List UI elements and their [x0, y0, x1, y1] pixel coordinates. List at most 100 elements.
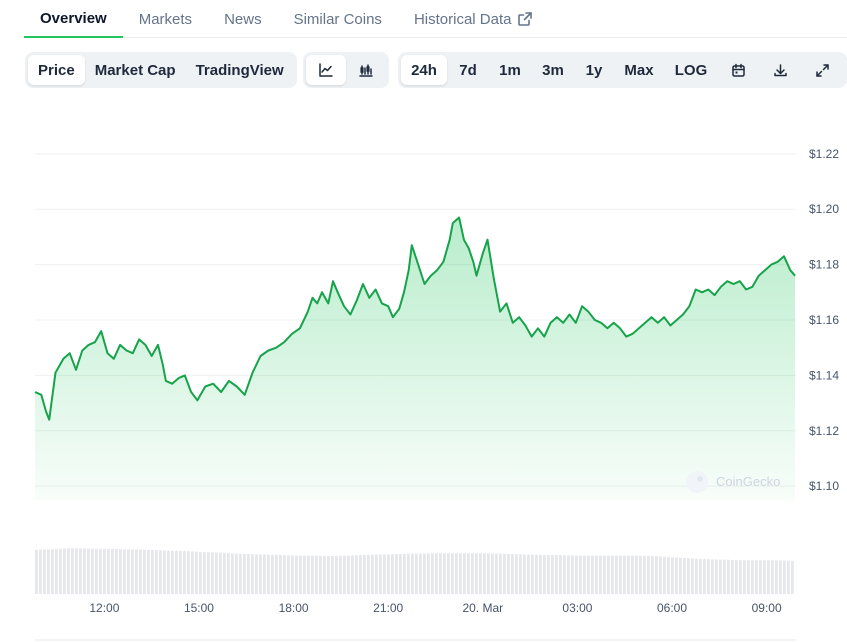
- volume-bar: [171, 550, 174, 594]
- volume-bar: [639, 555, 642, 594]
- volume-bar: [495, 553, 498, 594]
- volume-bar: [627, 555, 630, 594]
- volume-bar: [123, 549, 126, 594]
- volume-bar: [711, 559, 714, 594]
- volume-bar: [635, 555, 638, 594]
- tradingview-tab[interactable]: TradingView: [195, 61, 284, 79]
- volume-bar: [79, 548, 82, 594]
- volume-bar: [211, 552, 214, 594]
- tab-similar-coins[interactable]: Similar Coins: [293, 10, 382, 28]
- x-tick-label: 12:00: [89, 601, 119, 615]
- volume-bar: [519, 554, 522, 594]
- calendar-button[interactable]: [717, 55, 759, 85]
- volume-bar: [463, 553, 466, 594]
- x-axis-ticks: 12:00 15:00 18:00 21:00 20. Mar 03:00 06:00 09:…: [89, 601, 782, 615]
- volume-bar: [595, 555, 598, 594]
- volume-bar: [127, 549, 130, 594]
- volume-bar: [679, 557, 682, 594]
- coin-tabs: Overview Markets News Similar Coins Hist…: [24, 0, 847, 38]
- volume-bar: [491, 553, 494, 594]
- volume-bar: [83, 548, 86, 594]
- volume-bar: [647, 555, 650, 594]
- volume-bar: [271, 554, 274, 594]
- x-tick-label: 09:00: [752, 601, 782, 615]
- volume-bar: [423, 553, 426, 594]
- tab-news[interactable]: News: [224, 10, 262, 28]
- range-1m[interactable]: 1m: [499, 61, 521, 79]
- price-tab[interactable]: Price: [28, 55, 85, 85]
- volume-bar: [715, 559, 718, 594]
- x-tick-label: 21:00: [373, 601, 403, 615]
- line-chart-button[interactable]: [306, 55, 346, 85]
- volume-bar: [311, 555, 314, 594]
- volume-bar: [611, 555, 614, 594]
- volume-bar: [191, 551, 194, 594]
- coingecko-logo-eye: [697, 476, 703, 482]
- volume-bar: [651, 556, 654, 594]
- volume-bar: [303, 555, 306, 594]
- volume-bar: [703, 559, 706, 594]
- candlestick-icon: [359, 64, 373, 77]
- volume-bar: [147, 550, 150, 594]
- volume-bar: [135, 549, 138, 594]
- x-tick-label: 18:00: [279, 601, 309, 615]
- volume-bar: [563, 555, 566, 594]
- price-chart[interactable]: $1.22 $1.20 $1.18 $1.16 $1.14 $1.12 $1.10 12:0…: [0, 100, 847, 642]
- volume-bar: [223, 552, 226, 594]
- range-max[interactable]: Max: [624, 61, 654, 79]
- volume-bar: [763, 560, 766, 594]
- volume-bar: [555, 555, 558, 594]
- tab-markets[interactable]: Markets: [138, 10, 193, 28]
- volume-bar: [699, 559, 702, 594]
- volume-bar: [531, 554, 534, 594]
- volume-bar: [239, 553, 242, 594]
- volume-bar: [543, 555, 546, 594]
- volume-bar: [267, 554, 270, 594]
- volume-bar: [255, 554, 258, 594]
- range-7d[interactable]: 7d: [459, 61, 477, 79]
- volume-bar: [487, 553, 490, 594]
- volume-bar: [439, 553, 442, 594]
- volume-bar: [35, 549, 38, 594]
- volume-bar: [315, 555, 318, 594]
- volume-bar: [479, 553, 482, 594]
- volume-bar: [415, 553, 418, 594]
- log-scale-toggle[interactable]: LOG: [674, 61, 708, 79]
- volume-bar: [435, 553, 438, 594]
- volume-bar: [291, 555, 294, 594]
- volume-bars: [35, 548, 794, 594]
- volume-bar: [667, 557, 670, 594]
- volume-bar: [247, 554, 250, 594]
- volume-bar: [387, 554, 390, 594]
- volume-bar: [219, 552, 222, 594]
- range-1y[interactable]: 1y: [585, 61, 603, 79]
- volume-bar: [607, 555, 610, 594]
- tab-historical-data[interactable]: Historical Data: [398, 0, 549, 38]
- volume-bar: [355, 555, 358, 594]
- volume-bar: [215, 552, 218, 594]
- volume-bar: [71, 548, 74, 594]
- volume-bar: [231, 553, 234, 594]
- range-24h[interactable]: 24h: [401, 55, 447, 85]
- volume-bar: [67, 548, 70, 594]
- volume-bar: [443, 553, 446, 594]
- volume-bar: [275, 554, 278, 594]
- volume-bar: [747, 560, 750, 594]
- candlestick-button[interactable]: [346, 55, 386, 85]
- fullscreen-button[interactable]: [801, 55, 843, 85]
- volume-bar: [195, 551, 198, 594]
- market-cap-tab[interactable]: Market Cap: [94, 61, 176, 79]
- volume-bar: [203, 552, 206, 594]
- volume-bar: [235, 553, 238, 594]
- coingecko-watermark: CoinGecko: [686, 471, 780, 493]
- range-3m[interactable]: 3m: [542, 61, 564, 79]
- volume-bar: [535, 554, 538, 594]
- volume-bar: [431, 553, 434, 594]
- volume-bar: [583, 555, 586, 594]
- volume-bar: [95, 548, 98, 594]
- volume-bar: [55, 549, 58, 594]
- download-button[interactable]: [759, 55, 801, 85]
- volume-bar: [759, 560, 762, 594]
- volume-bar: [87, 548, 90, 594]
- tab-overview[interactable]: Overview: [24, 0, 123, 38]
